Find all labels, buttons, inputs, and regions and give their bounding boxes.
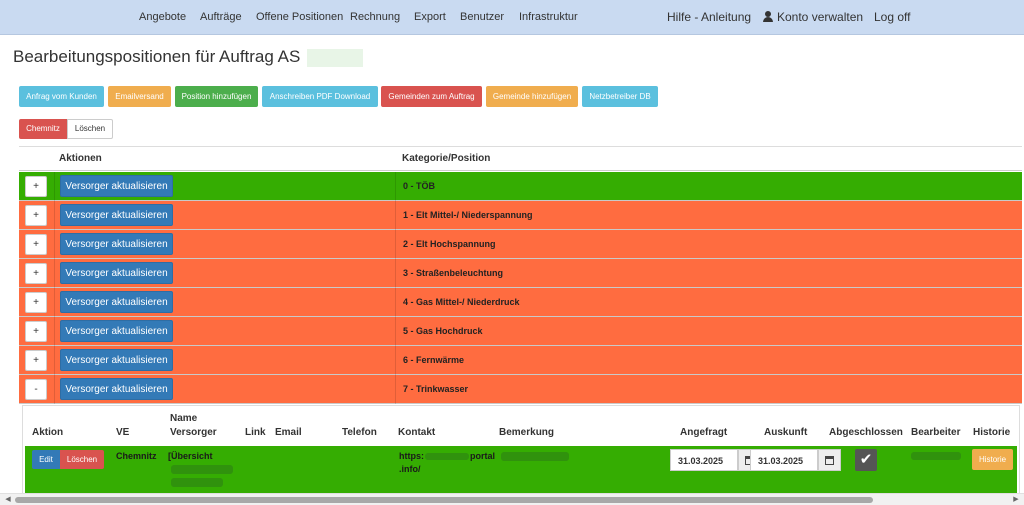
category-label: 6 - Fernwärme [403,355,465,365]
expand-toggle-button[interactable]: + [25,350,47,371]
category-label: 0 - TÖB [403,181,436,191]
nav-offene-positionen[interactable]: Offene Positionen [256,11,344,23]
supplier-row: Edit Löschen Chemnitz [Übersicht https: … [25,446,1017,494]
info-date-input[interactable]: 31.03.2025 [750,449,818,471]
subheader-history: Historie [973,427,1011,438]
nav-rechnung[interactable]: Rechnung [350,11,401,23]
table-header: Aktionen Kategorie/Position [19,146,1022,171]
contact-url-part1[interactable]: https: [399,451,424,461]
nav-infrastruktur[interactable]: Infrastruktur [519,11,578,23]
contact-url-part3[interactable]: .info/ [399,464,421,474]
nav-export[interactable]: Export [414,11,446,23]
contact-url-part2[interactable]: portal [470,451,496,461]
municipalities-for-order-button[interactable]: Gemeinden zum Auftrag [381,86,482,107]
redacted-order-number [307,48,364,67]
supplier-subtable: Aktion VE Name Versorger Link Email Tele… [22,405,1020,495]
update-supplier-button[interactable]: Versorger aktualisieren [60,349,173,371]
category-label: 5 - Gas Hochdruck [403,326,483,336]
header-category: Kategorie/Position [402,153,491,164]
category-label: 2 - Elt Hochspannung [403,239,496,249]
edit-button[interactable]: Edit [32,450,60,469]
subheader-link: Link [245,427,266,438]
table-row: + Versorger aktualisieren 5 - Gas Hochdr… [19,317,1022,346]
nav-help[interactable]: Hilfe - Anleitung [667,10,752,24]
nav-angebote[interactable]: Angebote [139,11,187,23]
expand-toggle-button[interactable]: + [25,234,47,255]
category-label: 4 - Gas Mittel-/ Niederdruck [403,297,520,307]
subheader-contact: Kontakt [398,427,436,438]
table-row: - Versorger aktualisieren 7 - Trinkwasse… [19,375,1022,404]
delete-row-button[interactable]: Löschen [60,450,104,469]
ve-value: Chemnitz [116,451,157,461]
scroll-right-icon[interactable]: ▶ [1013,496,1019,503]
header-actions: Aktionen [59,153,102,164]
expand-toggle-button[interactable]: + [25,205,47,226]
table-row: + Versorger aktualisieren 2 - Elt Hochsp… [19,230,1022,259]
expand-toggle-button[interactable]: + [25,321,47,342]
municipality-tag-chemnitz[interactable]: Chemnitz [19,119,67,139]
user-icon [763,11,773,22]
nav-auftraege[interactable]: Aufträge [200,11,242,23]
top-navbar: Angebote Aufträge Offene Positionen Rech… [0,0,1024,35]
table-row: + Versorger aktualisieren 4 - Gas Mittel… [19,288,1022,317]
subheader-name-line2: Versorger [170,427,217,438]
expand-toggle-button[interactable]: + [25,263,47,284]
supplier-name: [Übersicht [168,451,213,461]
redacted-text [501,452,569,461]
nav-benutzer[interactable]: Benutzer [460,11,505,23]
calendar-icon[interactable] [818,449,841,471]
table-row: + Versorger aktualisieren 6 - Fernwärme [19,346,1022,375]
delete-municipality-button[interactable]: Löschen [67,119,113,139]
email-dispatch-button[interactable]: Emailversand [108,86,171,107]
category-label: 1 - Elt Mittel-/ Niederspannung [403,210,533,220]
subheader-remark: Bemerkung [499,427,555,438]
history-button[interactable]: Historie [972,449,1013,470]
update-supplier-button[interactable]: Versorger aktualisieren [60,262,173,284]
request-from-customer-button[interactable]: Anfrag vom Kunden [19,86,104,107]
update-supplier-button[interactable]: Versorger aktualisieren [60,233,173,255]
update-supplier-button[interactable]: Versorger aktualisieren [60,378,173,400]
subheader-requested: Angefragt [680,427,728,438]
scrollbar-thumb[interactable] [15,497,873,503]
network-operator-db-button[interactable]: Netzbetreiber DB [582,86,658,107]
subheader-action: Aktion [32,427,64,438]
expand-toggle-button[interactable]: + [25,292,47,313]
subheader-name-line1: Name [170,413,198,424]
update-supplier-button[interactable]: Versorger aktualisieren [60,204,173,226]
check-icon[interactable]: ✔ [855,449,877,471]
collapse-toggle-button[interactable]: - [25,379,47,400]
category-label: 3 - Straßenbeleuchtung [403,268,504,278]
subheader-closed: Abgeschlossen [829,427,903,438]
subheader-email: Email [275,427,302,438]
nav-logoff[interactable]: Log off [874,10,911,24]
subheader-info: Auskunft [764,427,808,438]
requested-date-input[interactable]: 31.03.2025 [670,449,738,471]
redacted-text [911,452,961,460]
expand-toggle-button[interactable]: + [25,176,47,197]
redacted-text [171,465,233,474]
subheader-phone: Telefon [342,427,377,438]
update-supplier-button[interactable]: Versorger aktualisieren [60,291,173,313]
redacted-text [171,478,223,487]
cover-letter-pdf-button[interactable]: Anschreiben PDF Download [262,86,378,107]
add-municipality-button[interactable]: Gemeinde hinzufügen [486,86,578,107]
scroll-left-icon[interactable]: ◀ [5,496,11,503]
table-row: + Versorger aktualisieren 3 - Straßenbel… [19,259,1022,288]
nav-account-label: Konto verwalten [777,10,864,24]
page-title: Bearbeitungspositionen für Auftrag AS [13,47,364,67]
page-title-text: Bearbeitungspositionen für Auftrag AS [13,47,301,66]
category-label: 7 - Trinkwasser [403,384,469,394]
nav-account[interactable]: Konto verwalten [763,0,863,35]
subheader-ve: VE [116,427,130,438]
update-supplier-button[interactable]: Versorger aktualisieren [60,175,173,197]
add-position-button[interactable]: Position hinzufügen [175,86,258,107]
redacted-text [425,453,469,460]
table-row: + Versorger aktualisieren 1 - Elt Mittel… [19,201,1022,230]
horizontal-scrollbar[interactable]: ◀ ▶ [0,493,1024,505]
update-supplier-button[interactable]: Versorger aktualisieren [60,320,173,342]
subheader-editor: Bearbeiter [911,427,961,438]
table-row: + Versorger aktualisieren 0 - TÖB [19,172,1022,201]
